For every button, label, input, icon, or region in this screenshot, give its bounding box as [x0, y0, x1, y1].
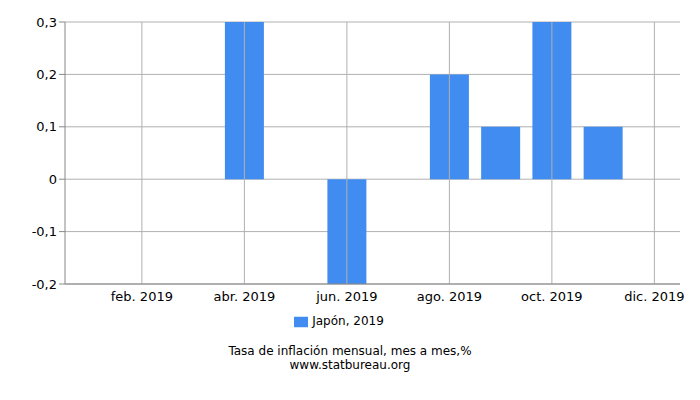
- svg-text:oct. 2019: oct. 2019: [521, 289, 583, 304]
- svg-text:dic. 2019: dic. 2019: [624, 289, 684, 304]
- svg-text:-0,2: -0,2: [32, 277, 57, 292]
- svg-text:0,2: 0,2: [36, 67, 57, 82]
- svg-text:abr. 2019: abr. 2019: [214, 289, 276, 304]
- html-text:Tasa de inflación mensual, mes: Tasa de inflación mensual, mes a mes,%: [228, 344, 472, 358]
- svg-text:0: 0: [49, 172, 57, 187]
- svg-text:-0,1: -0,1: [32, 224, 57, 239]
- svg-text:0,3: 0,3: [36, 15, 57, 30]
- svg-text:jun. 2019: jun. 2019: [315, 289, 377, 304]
- svg-text:ago. 2019: ago. 2019: [417, 289, 482, 304]
- html-text:www.statbureau.org: www.statbureau.org: [289, 358, 411, 372]
- svg-text:0,1: 0,1: [36, 119, 57, 134]
- svg-text:feb. 2019: feb. 2019: [111, 289, 173, 304]
- html-text:Japón, 2019: Japón, 2019: [312, 314, 384, 328]
